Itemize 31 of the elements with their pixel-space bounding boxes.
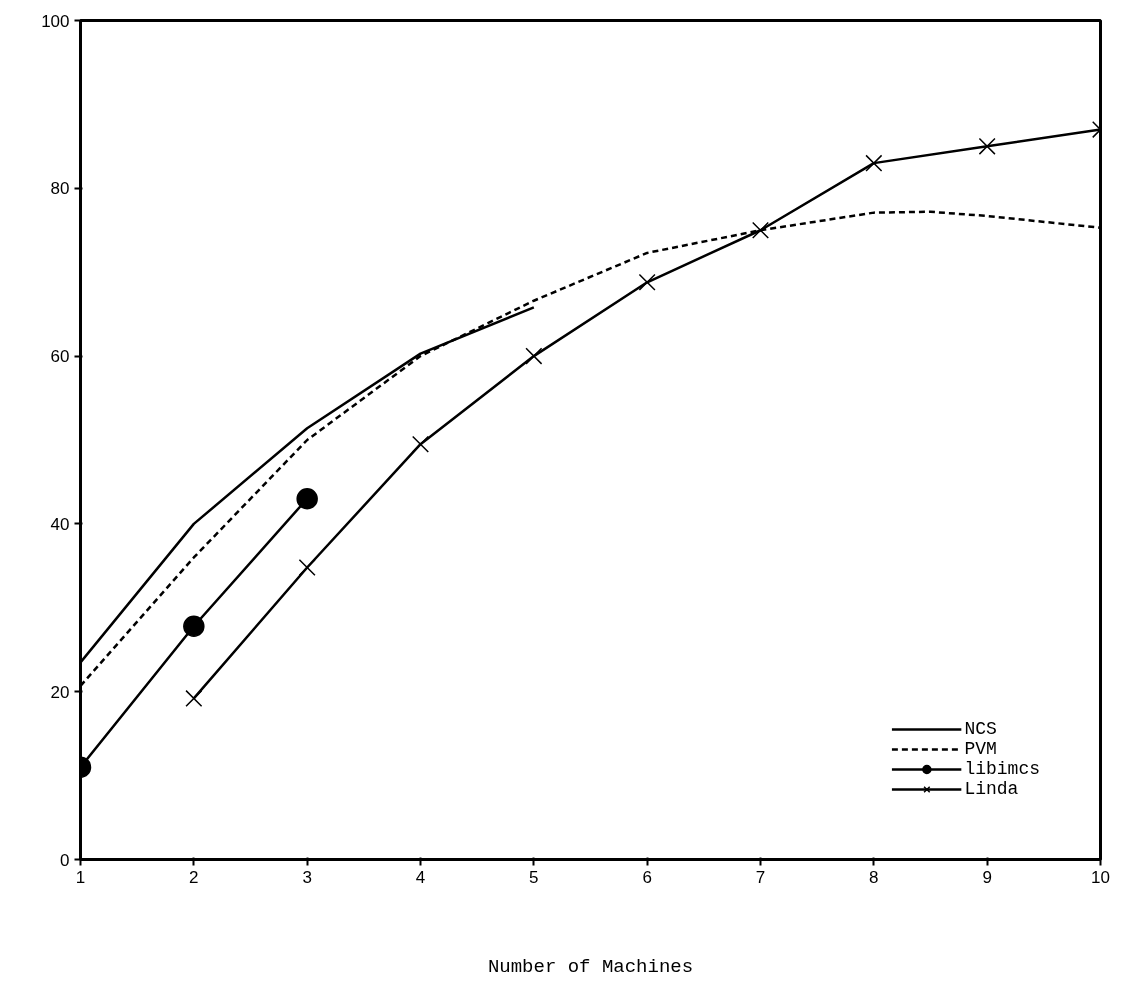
y-tick-label: 60 — [50, 347, 70, 367]
legend-label: libimcs — [964, 759, 1040, 779]
x-tick-label: 2 — [189, 867, 199, 887]
y-tick-label: 100 — [41, 11, 70, 31]
x-tick-label: 4 — [415, 867, 426, 887]
y-tick-label: 0 — [60, 850, 70, 870]
x-tick-label: 6 — [642, 867, 652, 887]
x-tick-label: 9 — [982, 867, 992, 887]
point — [525, 347, 543, 365]
x-axis-title: Number of Machines — [487, 955, 694, 978]
x-tick-label: 1 — [75, 867, 86, 887]
point — [978, 137, 996, 155]
point — [298, 559, 316, 577]
x-tick-label: 3 — [302, 867, 312, 887]
x-tick-label: 7 — [755, 867, 766, 887]
y-tick-label: 40 — [50, 514, 70, 534]
x-tick-label: 10 — [1091, 867, 1110, 887]
point — [751, 221, 770, 239]
y-tick-label: 80 — [50, 179, 70, 199]
x-tick-label: 5 — [529, 867, 539, 887]
legend-label: PVM — [964, 739, 997, 759]
legend-label: NCS — [964, 719, 997, 739]
point — [638, 273, 656, 291]
point — [183, 615, 205, 637]
point — [185, 689, 203, 707]
point — [411, 435, 430, 453]
point — [296, 488, 318, 510]
y-tick-label: 20 — [50, 682, 70, 702]
x-tick-label: 8 — [869, 867, 879, 887]
legend-label: Linda — [964, 779, 1019, 799]
point — [865, 154, 883, 172]
